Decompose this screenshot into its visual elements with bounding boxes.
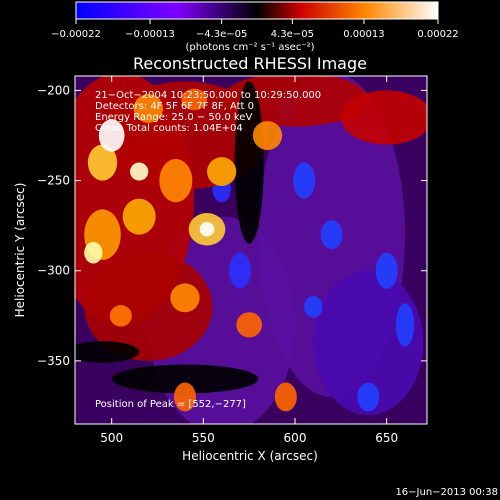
chart-title: Reconstructed RHESSI Image <box>133 54 367 73</box>
annotation-energy: Energy Range: 25.0 − 50.0 keV <box>95 112 252 123</box>
emission-blob <box>159 158 193 203</box>
x-tick-label: 550 <box>192 431 215 445</box>
y-tick-label: −350 <box>37 354 70 368</box>
emission-blob <box>304 295 323 318</box>
colorbar-tick-label: 4.3e−05 <box>271 29 314 40</box>
annotation-detectors: Detectors: 4F 5F 6F 7F 8F, Att 0 <box>95 101 254 112</box>
y-axis-ticks: −200 −250 −300 −350 <box>37 83 427 368</box>
emission-blob <box>395 303 415 347</box>
colorbar-tick-label: −0.00022 <box>51 29 101 40</box>
emission-blob <box>229 252 251 289</box>
x-axis-label: Heliocentric X (arcsec) <box>182 449 318 463</box>
emission-blob <box>130 162 149 181</box>
x-tick-label: 600 <box>284 431 307 445</box>
emission-blob <box>174 382 196 412</box>
emission-blob <box>111 364 259 394</box>
emission-blob <box>170 283 200 313</box>
footer-date: 16−Jun−2013 00:38 <box>395 487 498 498</box>
emission-blob <box>375 252 398 289</box>
x-tick-label: 500 <box>100 431 123 445</box>
emission-blob <box>252 121 283 150</box>
annotation-clean: Clean Total counts: 1.04E+04 <box>95 123 243 134</box>
emission-blob <box>84 241 103 264</box>
emission-blob <box>274 382 297 412</box>
emission-blob <box>234 81 264 244</box>
colorbar-tick-label: −4.3e−05 <box>196 29 248 40</box>
colorbar <box>75 1 439 20</box>
emission-blob <box>122 198 156 235</box>
plot-frame <box>74 75 428 425</box>
x-tick-label: 650 <box>375 431 398 445</box>
y-tick-label: −200 <box>37 83 70 97</box>
emission-blob <box>357 382 380 412</box>
emission-blob <box>320 220 343 250</box>
peak-position-label: Position of Peak = [552,−277] <box>95 399 246 410</box>
heatmap <box>75 76 427 424</box>
annotation-time: 21−Oct−2004 10:23:50.000 to 10:29:50.000 <box>95 90 321 101</box>
colorbar-unit-label: (photons cm⁻² s⁻¹ asec⁻²) <box>185 42 314 53</box>
emission-blob <box>207 157 237 186</box>
x-axis-ticks: 500 550 600 650 <box>100 76 398 445</box>
emission-blob <box>236 312 262 338</box>
emission-blob <box>181 88 208 111</box>
emission-blob <box>199 222 215 237</box>
emission-blob <box>109 304 132 327</box>
emission-blob <box>313 270 424 415</box>
emission-blob <box>87 144 118 181</box>
emission-blob <box>133 94 163 123</box>
colorbar-ticks: −0.00022 −0.00013 −4.3e−05 4.3e−05 0.00013 0.… <box>51 19 459 40</box>
y-tick-label: −300 <box>37 264 70 278</box>
colorbar-tick-label: 0.00013 <box>343 29 384 40</box>
y-axis-label: Heliocentric Y (arcsec) <box>13 183 27 318</box>
colorbar-tick-label: −0.00013 <box>125 29 175 40</box>
emission-blob <box>340 90 427 145</box>
emission-blob <box>84 252 213 361</box>
y-tick-label: −250 <box>37 174 70 188</box>
emission-blob <box>75 341 140 363</box>
emission-blob <box>98 119 125 152</box>
emission-blob <box>293 162 316 199</box>
colorbar-tick-label: 0.00022 <box>417 29 458 40</box>
